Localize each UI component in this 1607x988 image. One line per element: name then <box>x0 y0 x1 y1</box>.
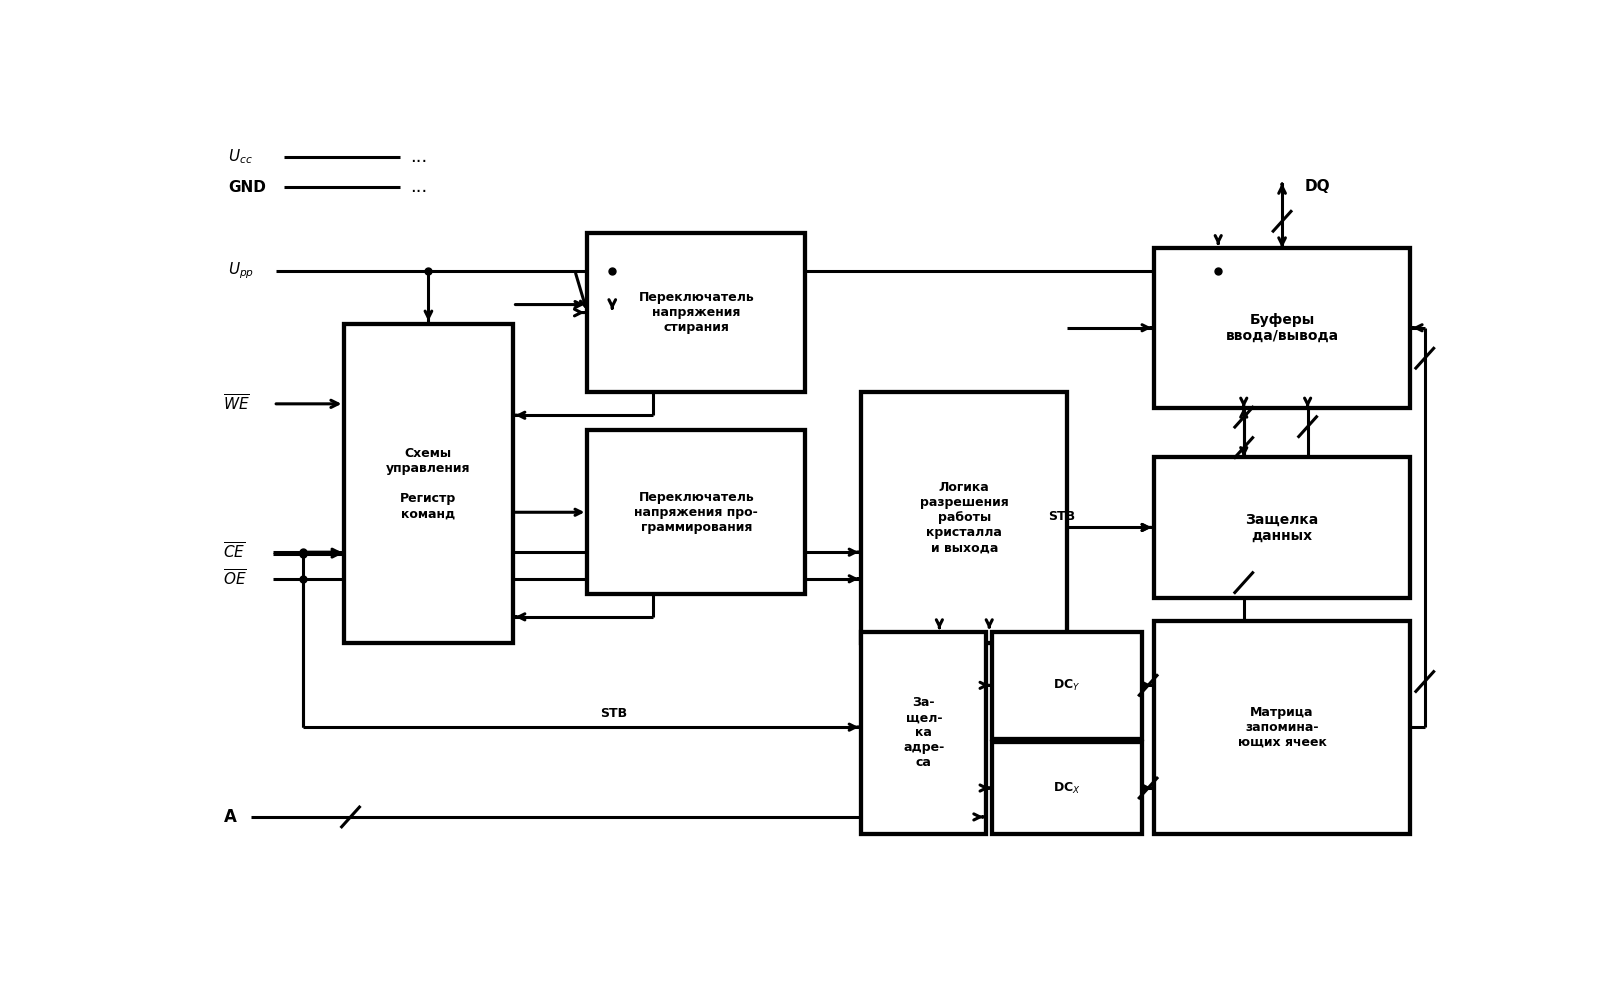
Bar <box>861 632 985 834</box>
Bar <box>1154 248 1409 408</box>
Text: A: A <box>223 808 236 826</box>
Text: $U_{cc}$: $U_{cc}$ <box>228 147 252 166</box>
Text: $\overline{WE}$: $\overline{WE}$ <box>223 394 251 414</box>
Text: STB: STB <box>1048 510 1075 523</box>
Text: Защелка
данных: Защелка данных <box>1245 513 1318 542</box>
Text: За-
щел-
ка
адре-
са: За- щел- ка адре- са <box>903 697 943 770</box>
Bar <box>1154 620 1409 834</box>
Text: GND: GND <box>228 180 267 195</box>
Text: ...: ... <box>410 178 427 196</box>
Text: $\overline{CE}$: $\overline{CE}$ <box>223 542 246 562</box>
Text: Матрица
запомина-
ющих ячеек: Матрица запомина- ющих ячеек <box>1237 705 1326 749</box>
Bar <box>992 632 1141 739</box>
Text: Переключатель
напряжения
стирания: Переключатель напряжения стирания <box>638 291 754 334</box>
Text: DQ: DQ <box>1303 179 1329 194</box>
Text: DC$_X$: DC$_X$ <box>1053 781 1080 795</box>
Bar <box>587 233 805 392</box>
Text: Логика
разрешения
работы
кристалла
и выхода: Логика разрешения работы кристалла и вых… <box>919 481 1008 554</box>
Bar <box>861 392 1067 643</box>
Bar <box>587 431 805 594</box>
Text: STB: STB <box>599 707 627 720</box>
Text: ...: ... <box>410 147 427 166</box>
Text: DC$_Y$: DC$_Y$ <box>1053 678 1080 693</box>
Bar <box>1154 457 1409 598</box>
Text: Переключатель
напряжения про-
граммирования: Переключатель напряжения про- граммирова… <box>635 491 759 534</box>
Bar <box>344 324 513 643</box>
Bar <box>992 742 1141 834</box>
Text: Буферы
ввода/вывода: Буферы ввода/вывода <box>1225 312 1337 343</box>
Text: $\overline{OE}$: $\overline{OE}$ <box>223 569 247 589</box>
Text: Схемы
управления

Регистр
команд: Схемы управления Регистр команд <box>386 448 471 521</box>
Text: $U_{pp}$: $U_{pp}$ <box>228 261 254 281</box>
